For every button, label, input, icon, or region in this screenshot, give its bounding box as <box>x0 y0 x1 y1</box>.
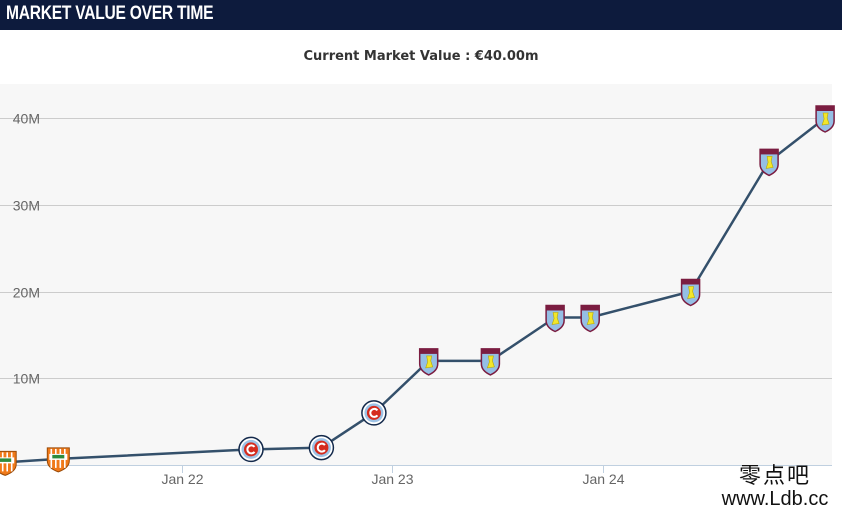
data-point-marker <box>680 278 701 307</box>
villa-lion <box>821 112 830 126</box>
shield-band-text <box>52 454 65 459</box>
data-point-marker <box>46 447 70 473</box>
watermark: 零点吧 www.Ldb.cc <box>712 458 838 511</box>
grid-layer <box>0 118 832 379</box>
villa-lion <box>765 156 774 169</box>
x-tick-label: Jan 24 <box>582 471 624 487</box>
villa-lion <box>687 286 695 299</box>
page-header: MARKET VALUE OVER TIME <box>0 0 842 30</box>
y-tick-label: 20M <box>13 285 40 301</box>
villa-shield-top <box>581 305 600 311</box>
y-tick-label: 10M <box>13 371 40 387</box>
plot-area <box>0 84 832 466</box>
data-point-marker <box>238 436 264 463</box>
data-point-marker <box>545 304 565 333</box>
villa-lion <box>586 312 595 325</box>
chicago-crest-c <box>369 407 379 418</box>
data-point-marker <box>480 348 501 376</box>
shield-band-text <box>0 458 12 462</box>
villa-shield-top <box>419 348 438 354</box>
watermark-chinese: 零点吧 <box>738 464 811 489</box>
data-point-marker <box>580 304 600 333</box>
villa-shield-top <box>816 106 835 111</box>
chart-title: Current Market Value : €40.00m <box>303 49 539 64</box>
data-point-marker <box>361 400 387 426</box>
x-tick-label: Jan 22 <box>161 471 203 487</box>
villa-shield-top <box>760 149 779 155</box>
data-point-marker <box>308 434 335 461</box>
axis-layer: 10M 20M 30M 40M Jan 22 Jan 23 Jan 24 <box>13 111 625 488</box>
watermark-url: www.Ldb.cc <box>721 488 829 510</box>
villa-shield-top <box>481 348 500 354</box>
villa-shield-top <box>681 279 700 285</box>
x-tick-label: Jan 23 <box>371 471 413 487</box>
market-value-line <box>5 117 826 464</box>
data-point-marker <box>815 105 835 133</box>
chicago-crest-c <box>316 442 326 453</box>
villa-lion <box>551 312 560 325</box>
villa-lion <box>425 355 434 369</box>
y-tick-label: 40M <box>13 111 40 127</box>
page-title: MARKET VALUE OVER TIME <box>6 3 214 24</box>
villa-shield-top <box>546 305 565 311</box>
y-tick-label: 30M <box>13 198 40 214</box>
data-point-marker <box>418 348 439 376</box>
villa-lion <box>486 355 495 369</box>
chicago-crest-c <box>246 444 256 455</box>
data-point-marker <box>0 450 17 476</box>
data-point-marker <box>759 148 779 177</box>
marker-layer <box>0 105 835 476</box>
